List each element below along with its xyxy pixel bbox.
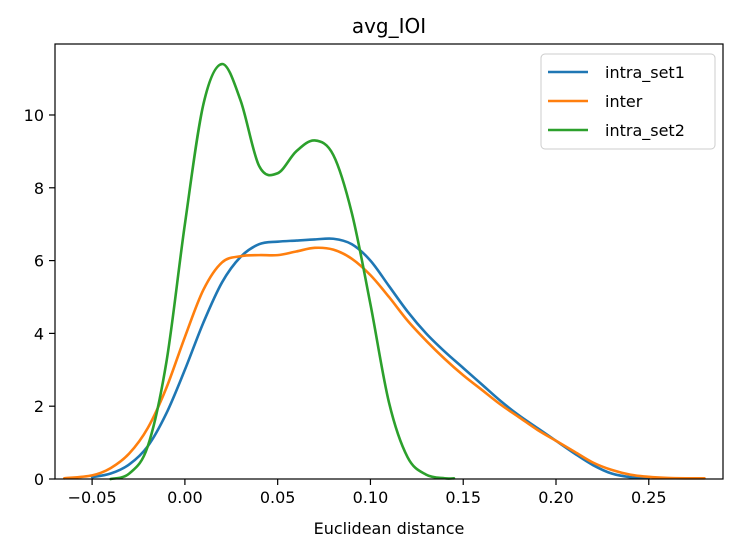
plot-frame bbox=[54, 43, 724, 480]
x-tick-label: 0.15 bbox=[445, 488, 481, 507]
chart-title: avg_IOI bbox=[352, 14, 426, 38]
y-axis: 0 2 4 6 8 10 bbox=[24, 106, 55, 489]
y-tick-label: 4 bbox=[34, 324, 44, 343]
x-axis: −0.05 0.00 0.05 0.10 0.15 0.20 0.25 bbox=[68, 479, 667, 507]
x-tick-label: 0.10 bbox=[353, 488, 389, 507]
legend-label-intra_set1: intra_set1 bbox=[605, 63, 685, 83]
y-tick-label: 6 bbox=[34, 252, 44, 271]
x-tick-label: 0.05 bbox=[260, 488, 296, 507]
series-layer bbox=[62, 62, 706, 481]
y-tick-label: 10 bbox=[24, 106, 44, 125]
x-tick-label: 0.25 bbox=[631, 488, 667, 507]
x-tick-label: −0.05 bbox=[68, 488, 117, 507]
x-tick-label: 0.20 bbox=[538, 488, 574, 507]
y-tick-label: 2 bbox=[34, 397, 44, 416]
y-tick-label: 0 bbox=[34, 470, 44, 489]
x-tick-label: 0.00 bbox=[167, 488, 203, 507]
legend-box bbox=[540, 53, 716, 150]
legend-label-intra_set2: intra_set2 bbox=[605, 121, 685, 141]
series-line-inter bbox=[62, 246, 706, 480]
y-tick-label: 8 bbox=[34, 179, 44, 198]
x-axis-label: Euclidean distance bbox=[314, 519, 465, 538]
legend-label-inter: inter bbox=[605, 92, 643, 111]
series-line-intra_set2 bbox=[109, 62, 456, 481]
